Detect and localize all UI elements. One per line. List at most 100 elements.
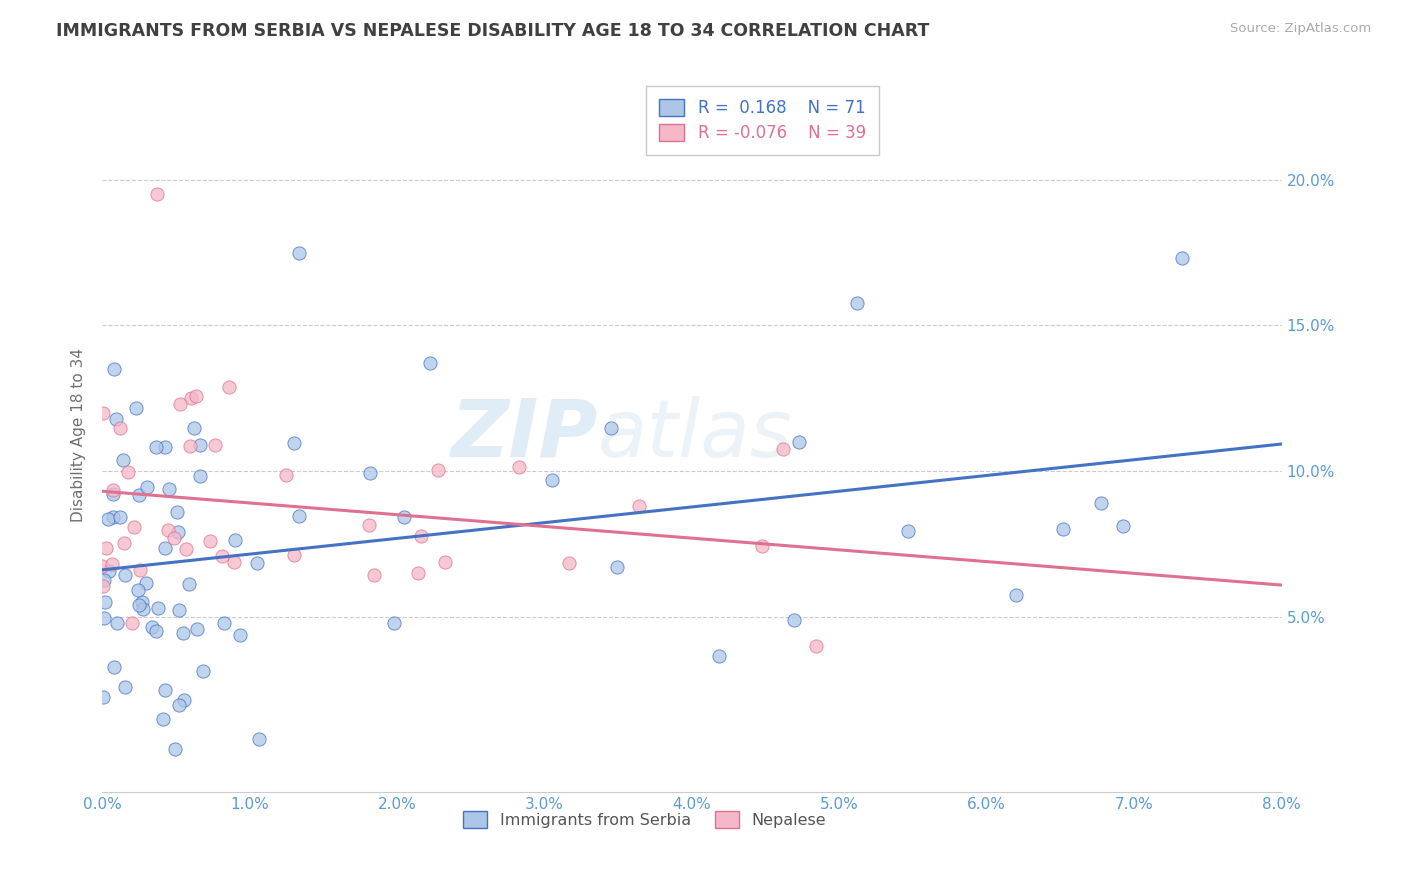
Point	[169, 698, 191, 712]
Point	[174, 541, 197, 556]
Point	[426, 463, 449, 477]
Point	[104, 412, 127, 426]
Point	[363, 568, 385, 582]
Text: atlas: atlas	[598, 396, 792, 474]
Point	[787, 435, 810, 450]
Point	[167, 525, 190, 540]
Point	[105, 616, 128, 631]
Point	[179, 439, 201, 453]
Point	[141, 620, 163, 634]
Point	[146, 187, 169, 202]
Point	[153, 541, 176, 555]
Point	[114, 536, 136, 550]
Point	[177, 577, 200, 591]
Point	[91, 406, 114, 420]
Point	[1171, 252, 1194, 266]
Point	[122, 520, 145, 534]
Text: ZIP: ZIP	[450, 396, 598, 474]
Point	[157, 482, 180, 496]
Legend: Immigrants from Serbia, Nepalese: Immigrants from Serbia, Nepalese	[457, 805, 832, 834]
Point	[101, 487, 124, 501]
Point	[128, 598, 150, 612]
Point	[224, 533, 246, 547]
Point	[191, 665, 214, 679]
Point	[169, 397, 191, 411]
Point	[103, 510, 125, 524]
Point	[117, 465, 139, 479]
Point	[114, 567, 136, 582]
Y-axis label: Disability Age 18 to 34: Disability Age 18 to 34	[72, 348, 86, 522]
Point	[103, 660, 125, 674]
Point	[408, 566, 430, 580]
Point	[186, 622, 208, 636]
Point	[804, 640, 827, 654]
Point	[91, 690, 114, 705]
Point	[100, 557, 122, 571]
Point	[274, 467, 297, 482]
Text: IMMIGRANTS FROM SERBIA VS NEPALESE DISABILITY AGE 18 TO 34 CORRELATION CHART: IMMIGRANTS FROM SERBIA VS NEPALESE DISAB…	[56, 22, 929, 40]
Point	[125, 401, 148, 415]
Point	[283, 548, 305, 562]
Point	[204, 438, 226, 452]
Point	[541, 474, 564, 488]
Point	[508, 460, 530, 475]
Point	[188, 438, 211, 452]
Point	[1111, 519, 1133, 533]
Point	[93, 573, 115, 587]
Point	[93, 611, 115, 625]
Point	[91, 579, 114, 593]
Point	[173, 692, 195, 706]
Point	[628, 499, 651, 513]
Point	[783, 614, 806, 628]
Point	[101, 483, 124, 497]
Point	[97, 564, 120, 578]
Point	[419, 356, 441, 370]
Point	[97, 512, 120, 526]
Point	[600, 421, 623, 435]
Point	[96, 541, 118, 556]
Point	[153, 440, 176, 454]
Point	[167, 603, 190, 617]
Point	[128, 488, 150, 502]
Point	[135, 576, 157, 591]
Point	[1052, 522, 1074, 536]
Point	[128, 563, 150, 577]
Point	[247, 732, 270, 747]
Point	[222, 555, 245, 569]
Point	[198, 533, 221, 548]
Point	[121, 616, 143, 631]
Point	[94, 595, 117, 609]
Point	[112, 453, 135, 467]
Point	[108, 510, 131, 524]
Point	[163, 531, 186, 545]
Point	[707, 648, 730, 663]
Point	[188, 469, 211, 483]
Point	[772, 442, 794, 457]
Point	[434, 555, 457, 569]
Point	[103, 362, 125, 376]
Point	[183, 421, 205, 435]
Point	[108, 420, 131, 434]
Point	[180, 392, 202, 406]
Text: Source: ZipAtlas.com: Source: ZipAtlas.com	[1230, 22, 1371, 36]
Point	[409, 529, 432, 543]
Point	[211, 549, 233, 564]
Point	[172, 626, 194, 640]
Point	[131, 595, 153, 609]
Point	[184, 388, 207, 402]
Point	[846, 296, 869, 310]
Point	[146, 600, 169, 615]
Point	[359, 517, 381, 532]
Point	[1090, 496, 1112, 510]
Point	[897, 524, 920, 538]
Point	[166, 505, 188, 519]
Point	[145, 624, 167, 638]
Point	[751, 540, 773, 554]
Point	[246, 556, 269, 570]
Point	[145, 440, 167, 454]
Point	[135, 480, 157, 494]
Point	[152, 712, 174, 726]
Point	[359, 466, 381, 480]
Point	[91, 558, 114, 573]
Point	[283, 435, 305, 450]
